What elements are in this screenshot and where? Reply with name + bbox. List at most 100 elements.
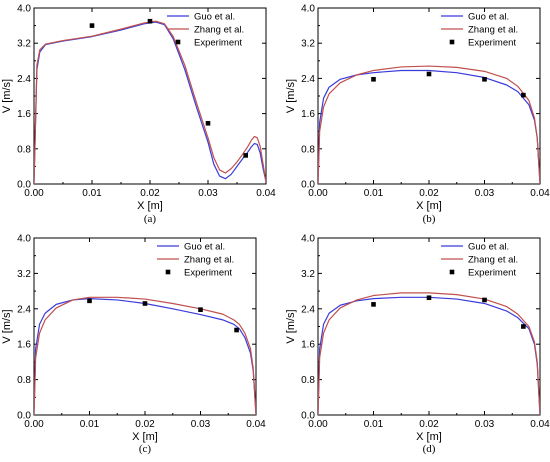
- y-tick-label: 0.0: [17, 411, 31, 422]
- y-tick-label: 4.0: [17, 234, 31, 245]
- legend-swatch: [175, 39, 181, 45]
- x-tick-label: 0.00: [308, 188, 328, 199]
- x-tick-label: 0.04: [256, 188, 276, 199]
- y-tick-label: 3.2: [17, 269, 31, 280]
- y-tick-label: 0.0: [17, 180, 31, 191]
- legend-label: Zhang et al.: [194, 25, 244, 36]
- x-tick-label: 0.04: [246, 419, 266, 430]
- data-point: [198, 307, 203, 312]
- data-point: [371, 76, 376, 82]
- legend-label: Zhang et al.: [468, 255, 518, 266]
- y-tick-label: 0.0: [301, 411, 315, 422]
- x-tick-label: 0.01: [80, 419, 100, 430]
- x-tick-label: 0.02: [135, 419, 155, 430]
- chart-panel-4: 0.00 0.01 0.02 0.03 0.04 0.0 0.8 1.6 2.4 3.2 4.0 X …: [285, 234, 550, 456]
- y-tick-label: 2.4: [301, 304, 315, 315]
- data-point: [89, 23, 95, 28]
- x-tick-label: 0.00: [24, 188, 44, 199]
- x-axis-title: X [m]: [416, 431, 442, 443]
- x-tick-label: 0.01: [364, 419, 384, 430]
- x-tick-label: 0.03: [475, 419, 495, 430]
- data-point: [426, 71, 432, 77]
- legend-label: Experiment: [468, 268, 516, 279]
- y-axis-title: V [m/s]: [285, 309, 297, 343]
- data-point: [205, 120, 211, 126]
- x-tick-label: 0.00: [24, 419, 44, 430]
- y-tick-label: 0.8: [17, 375, 31, 386]
- y-tick-label: 2.4: [17, 74, 31, 85]
- data-point: [521, 324, 526, 329]
- x-axis-title: X [m]: [416, 200, 442, 212]
- legend-swatch: [165, 269, 171, 275]
- x-tick-label: 0.01: [364, 188, 384, 199]
- panel-label: (c): [139, 443, 152, 455]
- x-tick-label: 0.03: [191, 419, 211, 430]
- y-tick-label: 0.8: [301, 144, 315, 155]
- y-tick-label: 0.8: [17, 144, 31, 155]
- series-line-1: [318, 69, 540, 184]
- data-point: [147, 18, 153, 24]
- legend-label: Guo et al.: [468, 12, 509, 23]
- y-axis-title: V [m/s]: [1, 309, 13, 343]
- panel-label: (d): [423, 443, 436, 455]
- x-tick-label: 0.00: [308, 419, 328, 430]
- y-tick-label: 3.2: [301, 269, 315, 280]
- x-tick-label: 0.04: [530, 188, 550, 199]
- y-tick-label: 3.2: [301, 39, 315, 50]
- legend-label: Zhang et al.: [468, 25, 518, 36]
- x-tick-label: 0.02: [419, 419, 439, 430]
- y-axis-title: V [m/s]: [285, 79, 297, 113]
- data-point: [142, 301, 148, 306]
- panel-label: (a): [144, 213, 157, 225]
- legend-label: Guo et al.: [468, 242, 509, 253]
- y-tick-label: 4.0: [301, 4, 315, 15]
- plot-area: [34, 20, 266, 184]
- series-line-2: [318, 292, 540, 415]
- data-point: [371, 302, 376, 307]
- x-tick-label: 0.03: [198, 188, 218, 199]
- legend-swatch: [449, 269, 455, 275]
- y-tick-label: 1.6: [301, 109, 315, 120]
- y-tick-label: 1.6: [17, 109, 31, 120]
- y-tick-label: 1.6: [301, 340, 315, 351]
- data-point: [234, 327, 239, 333]
- plot-area: [318, 65, 540, 184]
- x-axis-title: X [m]: [137, 200, 163, 212]
- panel-label: (b): [423, 213, 436, 225]
- series-line-2: [34, 296, 256, 415]
- y-tick-label: 2.4: [301, 74, 315, 85]
- x-tick-label: 0.03: [475, 188, 495, 199]
- y-tick-label: 0.0: [301, 180, 315, 191]
- chart-panel-3: 0.00 0.01 0.02 0.03 0.04 0.0 0.8 1.6 2.4 3.2 4.0 X …: [1, 234, 266, 456]
- x-tick-label: 0.02: [140, 188, 160, 199]
- series-line-1: [34, 298, 256, 415]
- series-line-2: [34, 20, 266, 184]
- chart-panel-2: 0.00 0.01 0.02 0.03 0.04 0.0 0.8 1.6 2.4 3.2 4.0 X …: [285, 4, 550, 226]
- data-point: [482, 76, 487, 82]
- y-tick-label: 3.2: [17, 39, 31, 50]
- x-tick-label: 0.01: [82, 188, 102, 199]
- series-line-1: [318, 296, 540, 415]
- y-tick-label: 2.4: [17, 304, 31, 315]
- y-axis-title: V [m/s]: [1, 79, 13, 113]
- legend-swatch: [449, 39, 455, 45]
- legend-label: Guo et al.: [194, 12, 235, 23]
- y-tick-label: 1.6: [17, 340, 31, 351]
- x-tick-label: 0.04: [530, 419, 550, 430]
- x-tick-label: 0.02: [419, 188, 439, 199]
- legend-label: Experiment: [184, 268, 232, 279]
- data-point: [243, 153, 248, 158]
- series-line-2: [318, 65, 540, 184]
- data-point: [426, 295, 432, 301]
- legend-label: Guo et al.: [184, 242, 225, 253]
- x-axis-title: X [m]: [132, 431, 158, 443]
- plot-area: [34, 296, 256, 415]
- y-tick-label: 4.0: [17, 4, 31, 15]
- chart-panel-1: 0.00 0.01 0.02 0.03 0.04 0.0 0.8 1.6 2.4 3.2 4.0 X …: [1, 4, 276, 226]
- y-tick-label: 4.0: [301, 234, 315, 245]
- plot-area: [318, 292, 540, 415]
- legend-label: Zhang et al.: [184, 255, 234, 266]
- legend-label: Experiment: [468, 38, 516, 49]
- y-tick-label: 0.8: [301, 375, 315, 386]
